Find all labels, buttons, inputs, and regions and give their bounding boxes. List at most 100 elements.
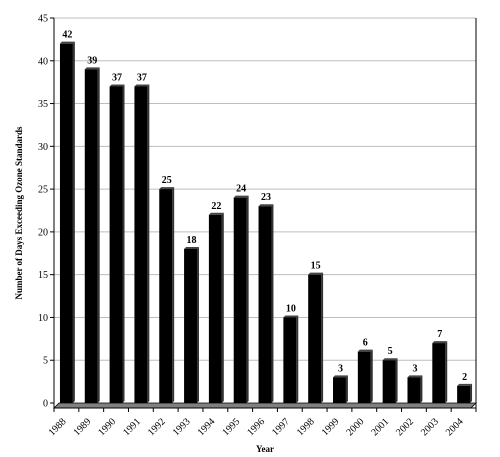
chart-floor [53, 402, 477, 409]
bar-side [221, 212, 224, 403]
y-tick-label: 20 [38, 227, 48, 238]
data-label: 7 [437, 329, 442, 340]
x-tick-label: 1988 [47, 416, 69, 438]
x-tick-label: 1998 [295, 416, 317, 438]
data-label: 2 [462, 372, 467, 383]
y-tick-label: 30 [38, 142, 48, 153]
data-label: 15 [311, 261, 321, 272]
data-label: 39 [87, 55, 97, 66]
bar [84, 69, 98, 403]
x-tick-labels: 1988 1989 1990 1991 1992 1993 1994 1995 1996 1997… [47, 416, 466, 438]
bar-top [333, 375, 348, 378]
bar [134, 86, 148, 403]
bar [357, 351, 371, 403]
x-tick-label: 1999 [320, 416, 342, 438]
x-tick-label: 2004 [444, 416, 466, 438]
floor-plane [53, 402, 477, 409]
bar-top [184, 247, 199, 249]
x-tick-label: 1989 [71, 416, 93, 438]
y-tick-label: 5 [43, 356, 48, 367]
bar-top [432, 341, 448, 344]
bar-top [258, 204, 274, 207]
bar-side [395, 358, 398, 403]
bar [308, 274, 322, 403]
y-tick-label: 15 [38, 270, 48, 281]
bar-top [357, 349, 373, 352]
data-label: 37 [137, 72, 147, 83]
bar-side [72, 41, 75, 404]
x-tick-label: 2001 [369, 416, 391, 438]
bar-top [208, 212, 224, 215]
bar [333, 377, 346, 403]
bar-side [445, 341, 448, 403]
y-tick-label: 25 [38, 185, 48, 196]
data-label: 10 [286, 303, 296, 314]
bar [258, 206, 272, 403]
y-tick-label: 0 [43, 399, 48, 410]
bar-top [59, 41, 75, 44]
bar-side [196, 247, 199, 403]
bar-top [109, 84, 125, 87]
bar [407, 377, 421, 403]
bar-side [246, 195, 249, 403]
x-tick-label: 1992 [146, 416, 168, 438]
bar-top [407, 375, 423, 378]
bar-top [308, 272, 324, 275]
bar [283, 317, 297, 403]
x-tick-label: 1994 [196, 416, 218, 438]
y-tick-labels: 0 5 10 15 20 25 30 35 40 45 [38, 14, 48, 410]
y-tick-label: 45 [38, 14, 48, 25]
x-tick-label: 1991 [121, 416, 143, 438]
bar-top [84, 67, 100, 70]
bar-side [296, 315, 299, 403]
bar-side [97, 67, 100, 403]
x-axis-title: Year [256, 444, 274, 454]
bar-side [321, 272, 324, 403]
data-label: 3 [338, 363, 343, 374]
data-label: 24 [236, 184, 246, 195]
bar [184, 249, 197, 403]
bar-top [233, 195, 249, 198]
bar-side [147, 84, 150, 403]
bar [159, 189, 173, 403]
y-axis-title: Number of Days Exceeding Ozone Standards [14, 126, 24, 300]
bar-side [345, 375, 348, 403]
x-tick-label: 1995 [220, 416, 242, 438]
bar [109, 86, 123, 403]
x-tick-label: 1997 [270, 416, 292, 438]
bar-top [159, 187, 175, 190]
x-tick-label: 2002 [394, 416, 416, 438]
bars [59, 41, 473, 404]
bar-side [172, 187, 175, 403]
data-label: 18 [187, 235, 197, 246]
bar [233, 197, 247, 403]
data-label: 5 [388, 346, 393, 357]
data-label: 3 [412, 363, 417, 374]
bar-side [370, 349, 373, 403]
bar-side [271, 204, 274, 403]
data-label: 22 [211, 201, 221, 212]
bar-top [457, 383, 473, 386]
y-tick-label: 40 [38, 56, 48, 67]
data-label: 42 [62, 30, 72, 41]
x-tick-label: 1993 [171, 416, 193, 438]
bar-side [122, 84, 125, 403]
data-label: 6 [363, 338, 368, 349]
x-tick-label: 1996 [245, 416, 267, 438]
bar [432, 343, 446, 403]
y-tick-label: 35 [38, 99, 48, 110]
x-tick-label: 2000 [344, 416, 366, 438]
bar-side [420, 375, 423, 403]
bar [208, 214, 222, 403]
x-tick-label: 1990 [96, 416, 118, 438]
data-label: 23 [261, 192, 271, 203]
bar-top [382, 358, 398, 361]
y-tick-label: 10 [38, 313, 48, 324]
x-tick-label: 2003 [419, 416, 441, 438]
data-label: 25 [162, 175, 172, 186]
bar [457, 385, 471, 403]
axes [50, 17, 477, 412]
bar-side [470, 383, 473, 403]
